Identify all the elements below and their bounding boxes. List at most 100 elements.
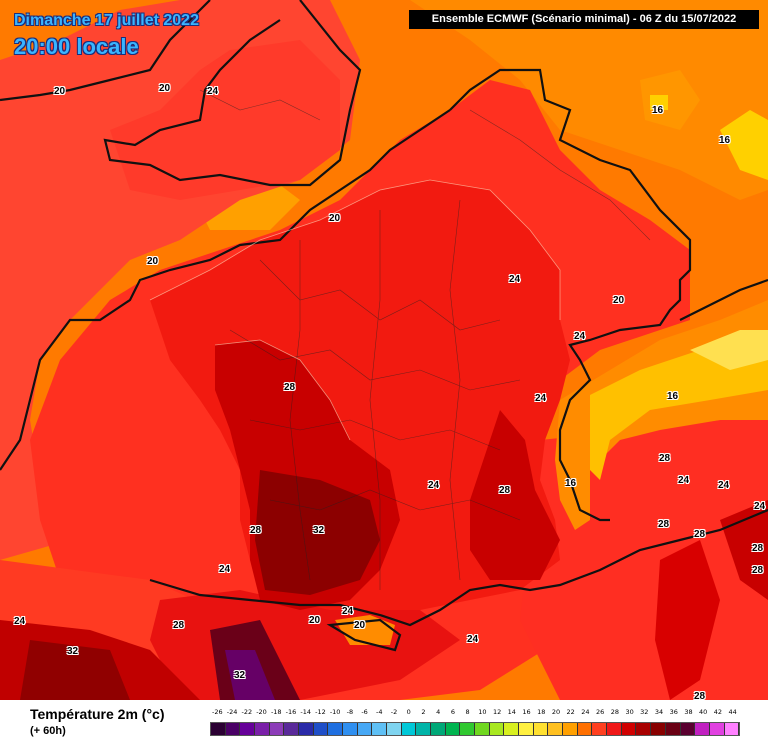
legend-tick-label: 8	[465, 708, 470, 716]
isotherm-label: 16	[652, 105, 664, 116]
legend-swatch	[211, 723, 226, 735]
legend-swatch	[328, 723, 344, 735]
model-run-banner: Ensemble ECMWF (Scénario minimal) - 06 Z…	[409, 10, 759, 29]
legend-tick-label: -6	[361, 708, 368, 716]
legend-tick-label: -10	[329, 708, 341, 716]
isotherm-label: 20	[54, 86, 66, 97]
legend-tick-label: -16	[285, 708, 297, 716]
legend-swatch	[695, 723, 710, 735]
isotherm-label: 28	[658, 519, 670, 530]
isotherm-label: 24	[574, 331, 586, 342]
legend-tick-label: 0	[406, 708, 411, 716]
isotherm-lines	[149, 179, 561, 441]
legend-tick-label: -2	[390, 708, 398, 716]
legend-tick-label: -24	[226, 708, 238, 716]
isotherm-label: 28	[752, 565, 764, 576]
isotherm-label: 16	[565, 478, 577, 489]
legend-swatch	[563, 723, 578, 735]
legend-swatch	[548, 723, 564, 735]
legend-swatch	[240, 723, 256, 735]
legend-tick-label: 20	[551, 708, 561, 716]
legend-swatch	[445, 723, 461, 735]
legend-swatch	[269, 723, 285, 735]
isotherm-label: 24	[535, 393, 547, 404]
temperature-zone-england	[110, 40, 340, 200]
legend-tick-label: -18	[270, 708, 282, 716]
legend-swatch	[577, 723, 593, 735]
temperature-zone-rhone-hot	[470, 410, 560, 580]
legend-tick-label: 42	[713, 708, 723, 716]
legend-tick-label: 26	[595, 708, 605, 716]
temperature-zone-ne	[640, 70, 700, 130]
temperature-zone-north	[0, 0, 768, 200]
isotherm-label: 28	[659, 453, 671, 464]
isotherm-label: 24	[219, 564, 231, 575]
legend-swatch	[460, 723, 476, 735]
legend-swatch	[255, 723, 270, 735]
legend-tick-label: 14	[507, 708, 516, 716]
forecast-time: 20:00 locale	[14, 34, 139, 59]
isotherm-label: 28	[694, 691, 706, 700]
isotherm-label: 24	[718, 480, 730, 491]
isotherm-label: 24	[207, 86, 219, 97]
temperature-zone-corsica	[655, 540, 720, 700]
isotherm-label: 32	[313, 525, 325, 536]
legend-swatch	[680, 723, 696, 735]
temperature-map: Dimanche 17 juillet 2022 20:00 locale En…	[0, 0, 768, 700]
legend-swatch	[401, 723, 417, 735]
legend-swatch	[475, 723, 490, 735]
isotherm-label: 32	[67, 646, 79, 657]
isotherm-label: 24	[467, 634, 479, 645]
isotherm-label: 24	[678, 475, 690, 486]
temperature-zone-extreme	[225, 650, 275, 700]
legend-swatch	[431, 723, 446, 735]
isotherm-label: 32	[234, 670, 246, 681]
legend-tick-label: 44	[728, 708, 737, 716]
isotherm-label: 20	[159, 83, 171, 94]
legend-tick-label: 30	[625, 708, 634, 716]
isotherm-label: 28	[694, 529, 706, 540]
legend-tick-label: 10	[478, 708, 487, 716]
legend-title: Température 2m (°c)	[30, 706, 165, 722]
legend-swatch	[651, 723, 666, 735]
isotherm-label: 24	[428, 480, 440, 491]
isotherm-label: 16	[667, 391, 679, 402]
legend-swatch	[592, 723, 608, 735]
legend-tick-label: -8	[346, 708, 354, 716]
legend-subtitle: (+ 60h)	[30, 725, 66, 737]
legend-swatch	[489, 723, 505, 735]
legend-tick-label: 28	[610, 708, 619, 716]
legend-swatch	[709, 723, 725, 735]
legend-swatch	[621, 723, 637, 735]
legend-tick-label: 40	[699, 708, 708, 716]
legend-swatch	[607, 723, 622, 735]
isotherm-label: 28	[752, 543, 764, 554]
legend-tick-label: -14	[300, 708, 311, 716]
legend-swatch	[387, 723, 402, 735]
temperature-zone-alps-peak	[690, 330, 768, 370]
isotherm-label: 28	[250, 525, 262, 536]
legend-swatch	[313, 723, 329, 735]
region-borders	[199, 89, 651, 590]
legend-swatch	[533, 723, 549, 735]
legend-tick-label: -20	[256, 708, 267, 716]
legend-tick-label: 34	[654, 708, 664, 716]
legend-swatch	[372, 723, 388, 735]
legend-tick-label: 24	[581, 708, 590, 716]
isotherm-label: 28	[173, 620, 185, 631]
legend-swatch	[724, 723, 740, 735]
isotherm-label: 20	[613, 295, 625, 306]
legend-tick-label: -26	[212, 708, 223, 716]
map-canvas	[0, 0, 768, 700]
legend-swatch	[416, 723, 432, 735]
legend-swatch	[284, 723, 300, 735]
legend-swatch	[299, 723, 314, 735]
legend-color-scale	[210, 722, 740, 736]
legend-tick-label: 4	[436, 708, 441, 716]
temperature-zone-czech-yellow	[720, 110, 768, 180]
legend-tick-label: -4	[376, 708, 383, 716]
legend-swatch	[519, 723, 534, 735]
isotherm-label: 20	[329, 213, 341, 224]
legend-tick-labels: -26 -24 -22 -20 -18 -16 -14 -12 -10 -8 -6 -4 -2 0 2 4 6 8…	[204, 708, 746, 720]
